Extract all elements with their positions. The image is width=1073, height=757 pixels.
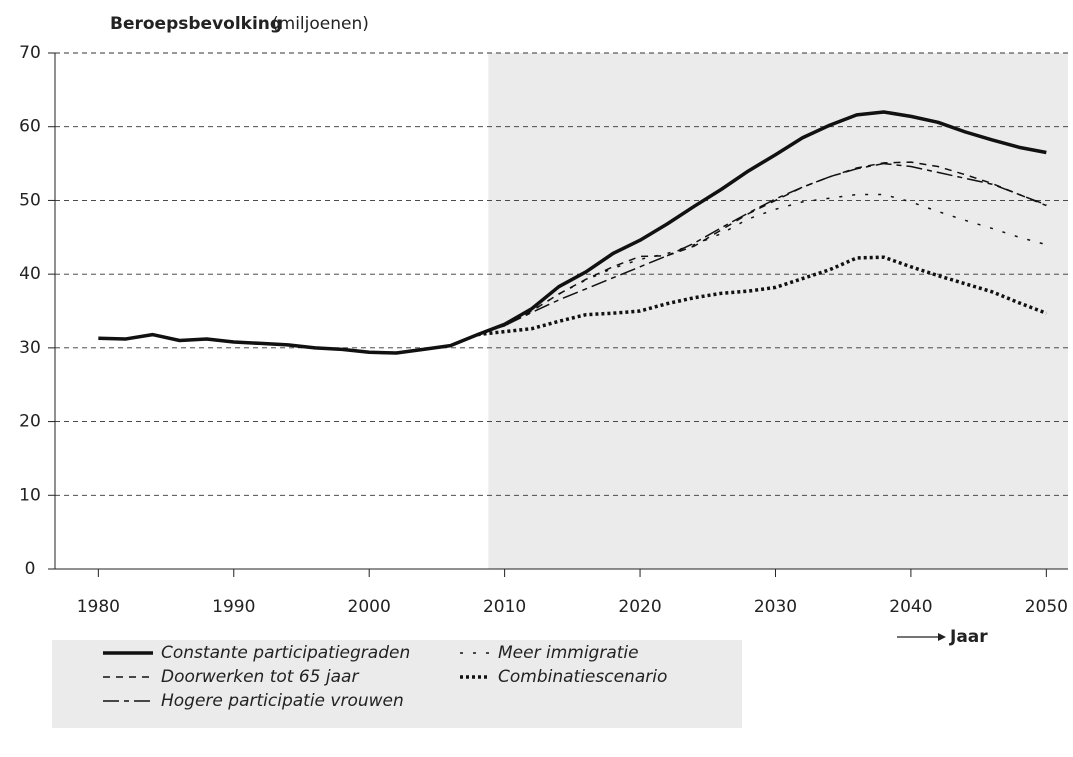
y-tick-label: 50 [19,190,41,210]
y-tick-label: 20 [19,412,41,432]
x-tick-label: 2040 [889,597,932,617]
y-tick-label: 60 [19,117,41,137]
x-tick-label: 1990 [212,597,255,617]
series-line [477,162,1047,336]
legend [52,640,742,728]
x-arrow-head [938,633,946,641]
x-tick-label: 2030 [754,597,797,617]
y-tick-label: 0 [25,559,36,579]
y-tick-label: 40 [19,264,41,284]
legend-label: Constante participatiegraden [161,643,410,663]
legend-label: Combinatiescenario [498,667,667,687]
series-line [98,110,1047,355]
x-tick-label: 1980 [77,597,120,617]
y-axis-label: (miljoenen) [272,14,369,34]
legend-label: Doorwerken tot 65 jaar [161,667,359,687]
series-line [477,255,1047,337]
y-tick-label: 10 [19,485,41,505]
legend-label: Hogere participatie vrouwen [161,691,404,711]
x-tick-label: 2010 [483,597,526,617]
x-tick-label: 2000 [348,597,391,617]
x-axis-label: Jaar [949,627,988,647]
projection-shade [488,53,1068,569]
chart-title: Beroepsbevolking [110,14,282,34]
x-tick-label: 2020 [618,597,661,617]
legend-label: Meer immigratie [498,643,639,663]
series-line [477,193,1047,336]
x-tick-label: 2050 [1025,597,1068,617]
y-tick-label: 30 [19,338,41,358]
y-tick-label: 70 [19,43,41,63]
